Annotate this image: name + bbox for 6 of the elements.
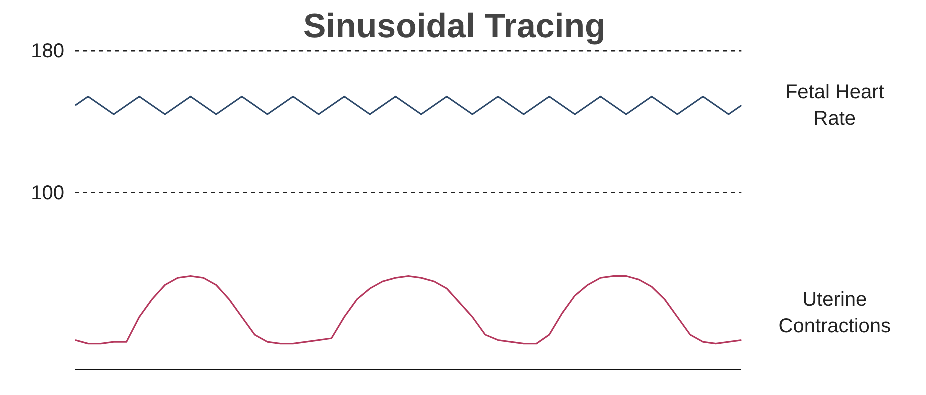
series-label: Uterine Contractions	[778, 288, 892, 338]
line-series	[76, 275, 742, 345]
chart-title: Sinusoidal Tracing	[304, 8, 606, 46]
y-tick-label: 180	[31, 40, 65, 62]
text: Fetal Heart Rate	[785, 81, 885, 130]
y-tick-label: 100	[31, 182, 65, 205]
